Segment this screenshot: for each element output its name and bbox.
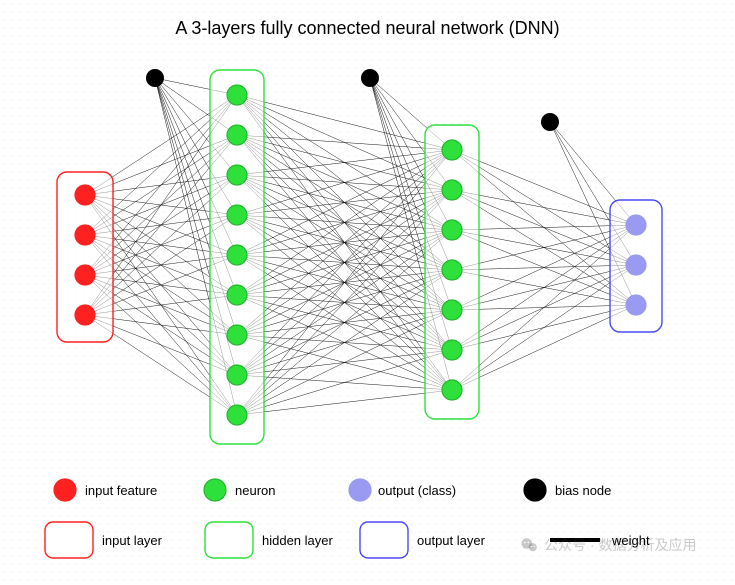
hidden-node bbox=[442, 260, 462, 280]
weight-edge bbox=[237, 190, 452, 415]
weight-edge bbox=[237, 150, 452, 175]
weight-edge bbox=[237, 150, 452, 375]
hidden-node bbox=[227, 205, 247, 225]
legend-input-swatch bbox=[54, 479, 76, 501]
weight-edge bbox=[237, 350, 452, 415]
weight-edge bbox=[237, 150, 452, 415]
bias-node bbox=[361, 69, 379, 87]
output-node bbox=[626, 215, 646, 235]
output-node bbox=[626, 255, 646, 275]
legend-hidden-swatch bbox=[204, 479, 226, 501]
output-node bbox=[626, 295, 646, 315]
wechat-icon bbox=[520, 536, 538, 554]
weight-edge bbox=[237, 95, 452, 150]
weight-edge bbox=[237, 150, 452, 215]
legend-hidden_box-swatch bbox=[205, 522, 253, 558]
legend-input_box-label: input layer bbox=[102, 533, 162, 548]
legend-output_box-label: output layer bbox=[417, 533, 485, 548]
input-node bbox=[75, 305, 95, 325]
hidden-node bbox=[227, 405, 247, 425]
hidden-node bbox=[227, 85, 247, 105]
hidden-node bbox=[442, 380, 462, 400]
hidden-node bbox=[442, 220, 462, 240]
legend-output-label: output (class) bbox=[378, 483, 456, 498]
watermark: 公众号 · 数据分析及应用 bbox=[520, 535, 696, 555]
weight-edge bbox=[237, 150, 452, 255]
bias-node bbox=[146, 69, 164, 87]
legend-weight-label: weight bbox=[612, 533, 650, 548]
legend-output-swatch bbox=[349, 479, 371, 501]
legend-hidden-label: neuron bbox=[235, 483, 275, 498]
weight-edge bbox=[237, 270, 452, 415]
nodes-group bbox=[75, 69, 646, 425]
hidden-node bbox=[442, 140, 462, 160]
legend-input_box-swatch bbox=[45, 522, 93, 558]
hidden-node bbox=[227, 165, 247, 185]
bias-node bbox=[541, 113, 559, 131]
hidden-node bbox=[227, 245, 247, 265]
legend-bias-label: bias node bbox=[555, 483, 611, 498]
legend-hidden_box-label: hidden layer bbox=[262, 533, 333, 548]
input-node bbox=[75, 185, 95, 205]
hidden-node bbox=[227, 285, 247, 305]
legend-input-label: input feature bbox=[85, 483, 157, 498]
hidden-node bbox=[227, 125, 247, 145]
hidden-node bbox=[442, 300, 462, 320]
weight-edge bbox=[237, 390, 452, 415]
hidden-node bbox=[227, 365, 247, 385]
hidden-node bbox=[442, 180, 462, 200]
legend-bias-swatch bbox=[524, 479, 546, 501]
input-node bbox=[75, 225, 95, 245]
weight-edge bbox=[237, 135, 452, 150]
weight-edge bbox=[237, 230, 452, 415]
input-node bbox=[75, 265, 95, 285]
legend-output_box-swatch bbox=[360, 522, 408, 558]
hidden-node bbox=[227, 325, 247, 345]
weight-edge bbox=[237, 150, 452, 295]
weight-edge bbox=[237, 310, 452, 415]
hidden-node bbox=[442, 340, 462, 360]
